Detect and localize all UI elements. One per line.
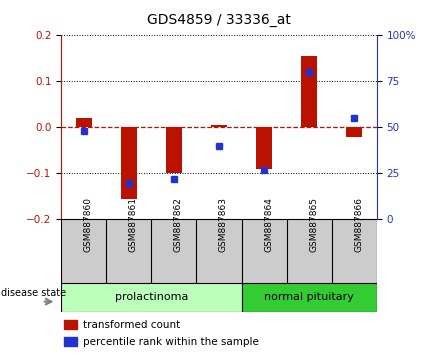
Bar: [64, 337, 77, 346]
Text: GSM887862: GSM887862: [174, 197, 183, 252]
Bar: [64, 320, 77, 329]
Bar: [241, 283, 377, 312]
Bar: [211, 125, 227, 127]
Text: GSM887865: GSM887865: [309, 197, 318, 252]
Text: prolactinoma: prolactinoma: [115, 292, 188, 302]
Bar: [76, 118, 92, 127]
Bar: [256, 127, 272, 169]
Bar: [346, 127, 362, 137]
Text: normal pituitary: normal pituitary: [264, 292, 354, 302]
Text: GSM887864: GSM887864: [264, 197, 273, 252]
Bar: [61, 283, 241, 312]
Bar: [166, 127, 182, 173]
Text: GSM887861: GSM887861: [129, 197, 138, 252]
Text: transformed count: transformed count: [83, 320, 180, 330]
Text: disease state: disease state: [1, 288, 66, 298]
Bar: [301, 56, 317, 127]
Bar: [121, 127, 137, 199]
Text: GDS4859 / 33336_at: GDS4859 / 33336_at: [147, 13, 291, 27]
Text: percentile rank within the sample: percentile rank within the sample: [83, 337, 259, 347]
Text: GSM887866: GSM887866: [354, 197, 363, 252]
Text: GSM887863: GSM887863: [219, 197, 228, 252]
Text: GSM887860: GSM887860: [84, 197, 93, 252]
